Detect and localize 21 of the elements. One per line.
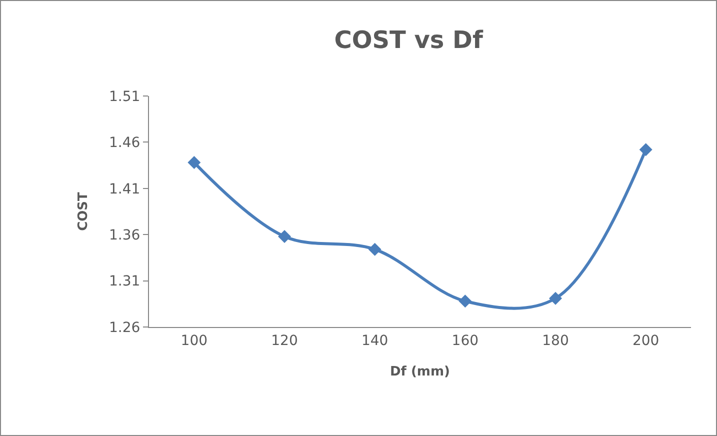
y-tick-label: 1.41: [109, 181, 140, 198]
x-tick-label: 160: [452, 332, 479, 349]
y-tick-label: 1.46: [109, 135, 140, 152]
point: [639, 143, 652, 156]
x-axis-title: Df (mm): [390, 364, 450, 380]
point: [549, 292, 562, 305]
y-axis-title: COST: [76, 192, 91, 231]
x-tick-label: 120: [271, 332, 298, 349]
y-tick-label: 1.51: [109, 88, 140, 105]
y-tick-label: 1.26: [109, 320, 140, 336]
x-tick-label: 180: [542, 332, 569, 349]
point: [458, 294, 472, 308]
x-tick-label: 100: [180, 332, 208, 349]
point: [368, 242, 382, 256]
point: [278, 230, 291, 243]
x-tick-label: 140: [361, 332, 388, 349]
y-tick-label: 1.36: [109, 228, 140, 244]
x-tick-label: 200: [632, 332, 660, 349]
y-tick-label: 1.31: [109, 274, 140, 290]
point: [188, 156, 201, 170]
chart-title: COST vs Df: [334, 26, 484, 54]
